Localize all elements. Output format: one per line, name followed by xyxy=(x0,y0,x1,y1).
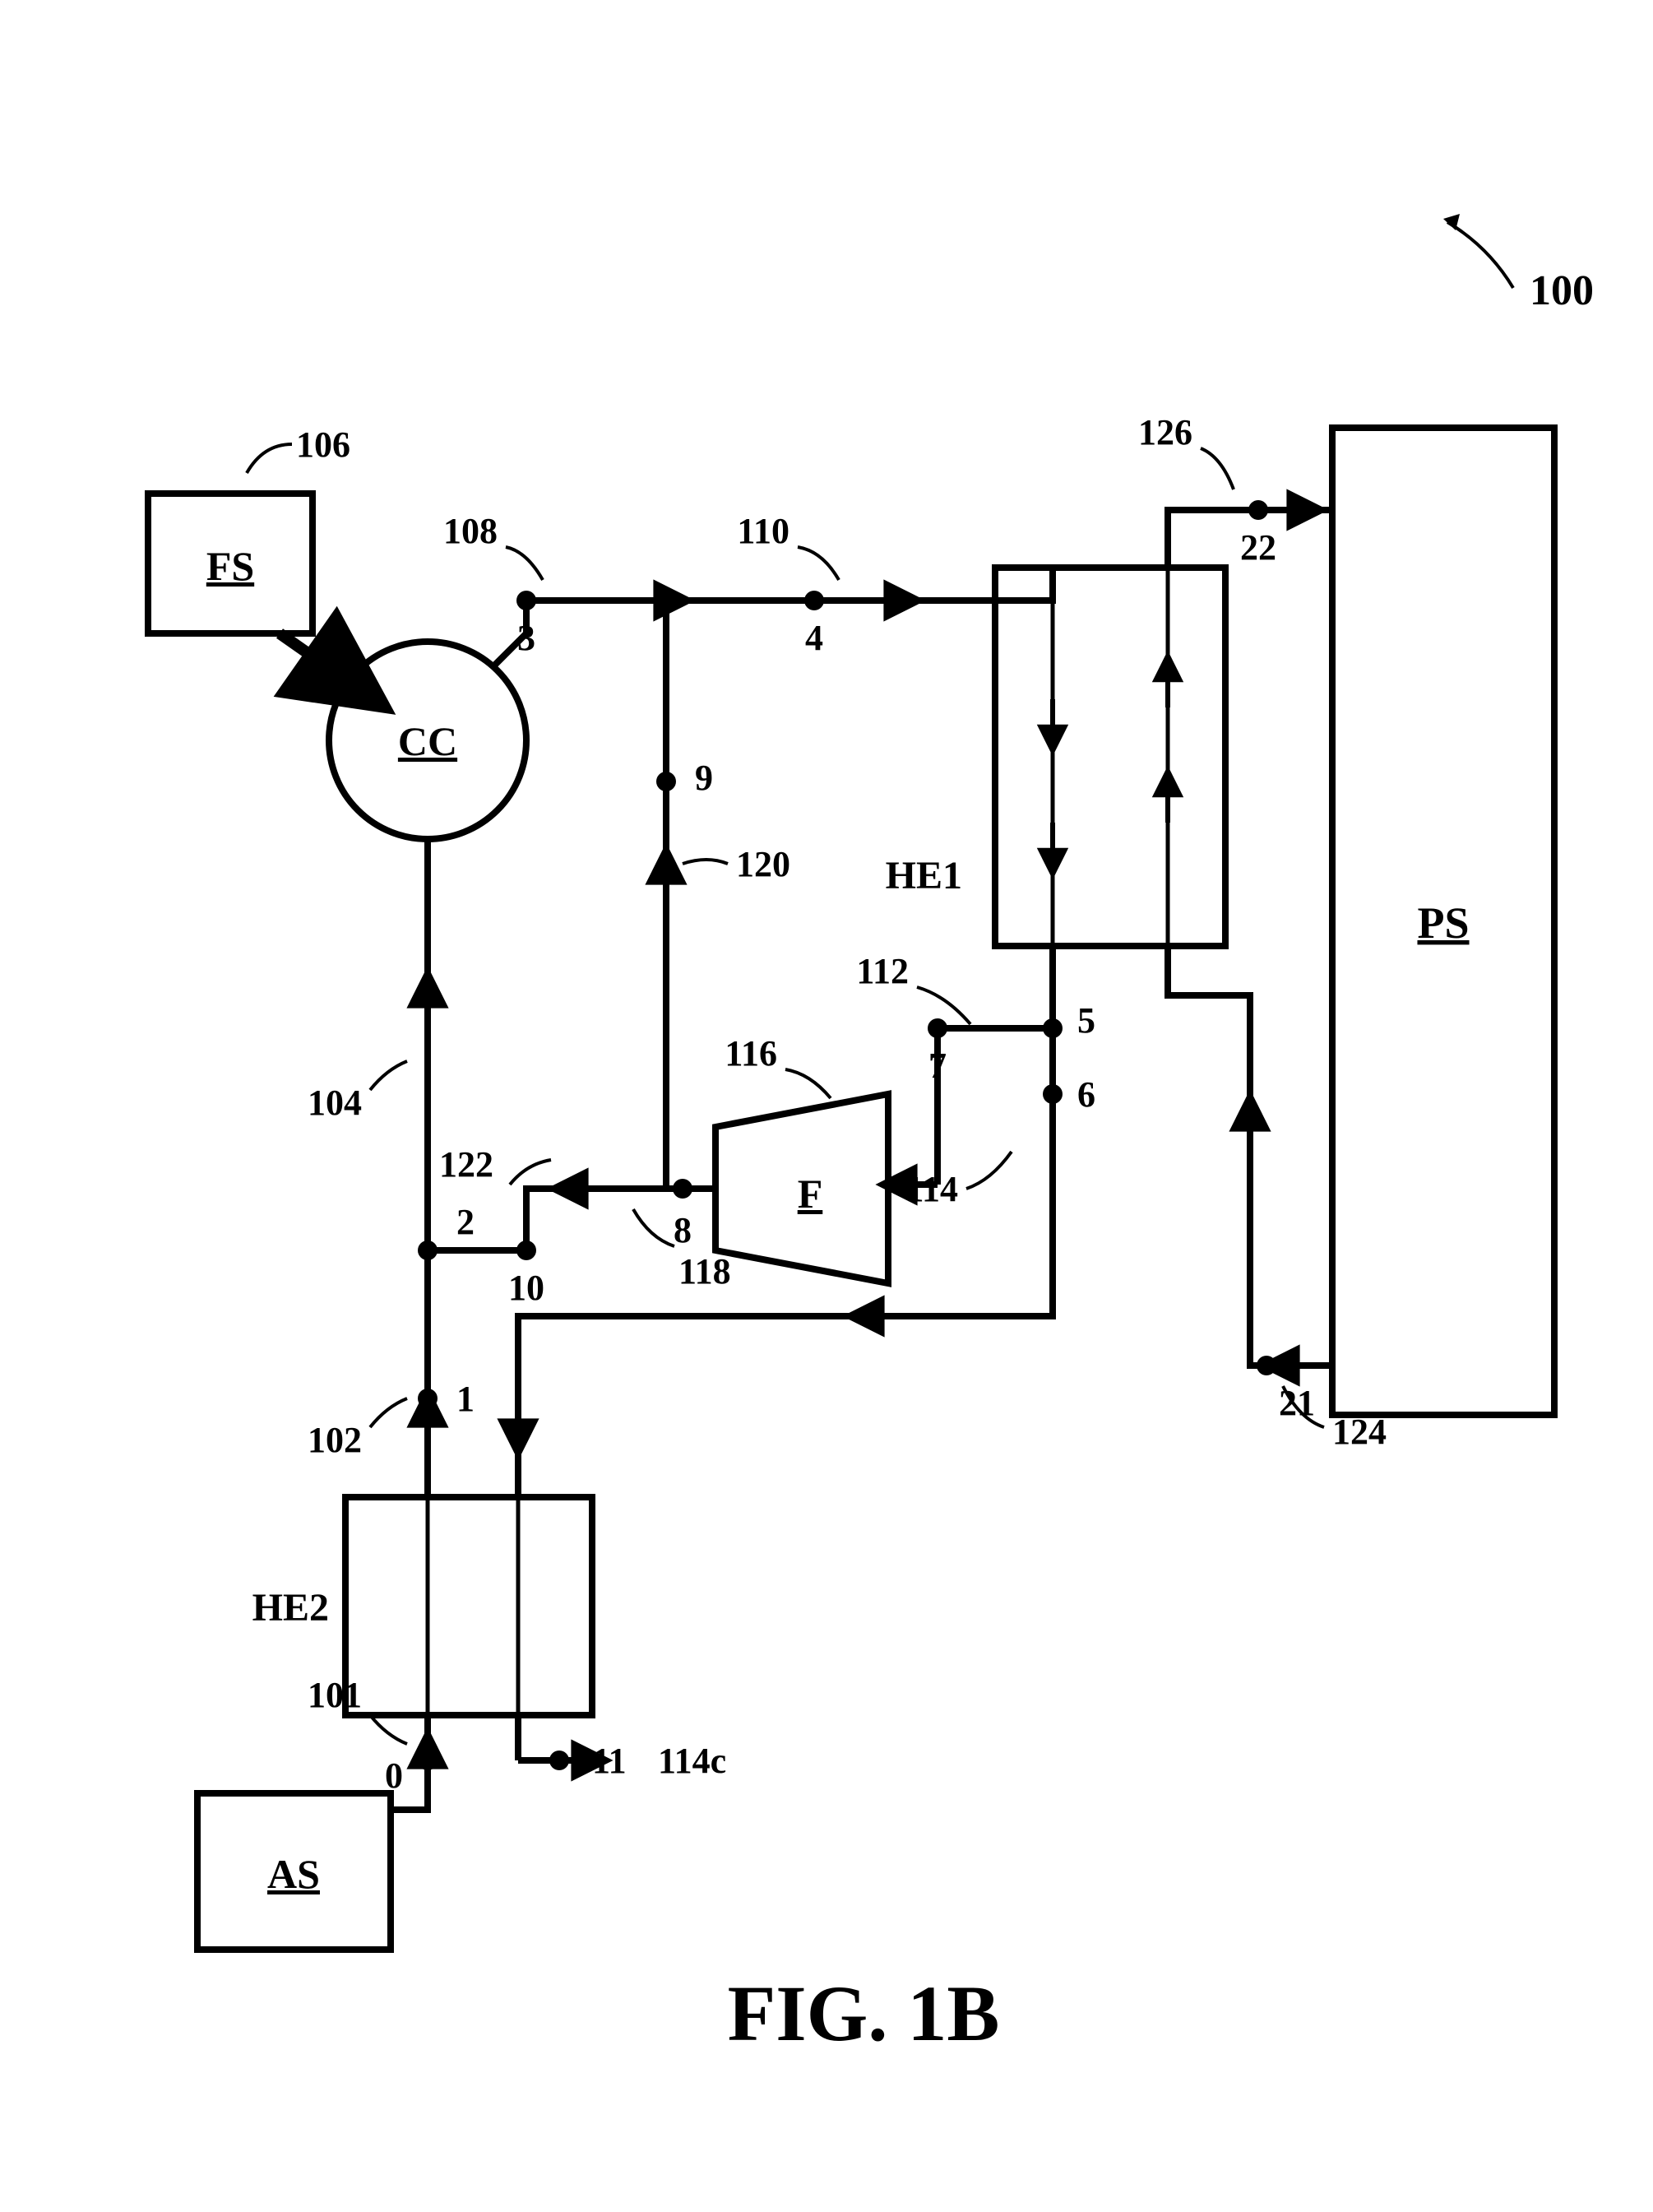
path-cc-to-he1-top xyxy=(493,568,1053,666)
ref-116: 116 xyxy=(725,1033,777,1074)
lbl-11: 11 xyxy=(592,1741,627,1781)
lbl-3: 3 xyxy=(517,618,535,658)
lbl-2: 2 xyxy=(456,1202,475,1242)
node-10 xyxy=(516,1240,536,1260)
lead-101 xyxy=(370,1715,407,1744)
lead-120 xyxy=(683,860,728,864)
branch-10-to-2 xyxy=(428,839,666,1250)
lead-108 xyxy=(506,547,543,580)
node-11 xyxy=(549,1751,569,1770)
node-1 xyxy=(418,1389,438,1408)
ref-110: 110 xyxy=(737,511,789,551)
lead-112 xyxy=(917,987,970,1024)
lbl-0: 0 xyxy=(385,1755,403,1796)
lbl-7: 7 xyxy=(928,1046,947,1086)
ref-100: 100 xyxy=(1530,267,1594,314)
ref-106: 106 xyxy=(296,424,350,465)
node-22 xyxy=(1248,500,1268,520)
diagram-page: FS AS CC HE1 HE2 F PS xyxy=(0,0,1653,2212)
he1-label: HE1 xyxy=(886,854,962,897)
node-5 xyxy=(1043,1018,1063,1038)
node-7 xyxy=(928,1018,947,1038)
fan-label: F xyxy=(798,1171,823,1217)
lbl-9: 9 xyxy=(695,758,713,798)
cc-label: CC xyxy=(398,718,457,764)
lead-106 xyxy=(247,444,292,473)
lead-116 xyxy=(785,1069,831,1098)
ref-122: 122 xyxy=(439,1144,493,1185)
line-21 xyxy=(1168,946,1332,1366)
node-21 xyxy=(1257,1356,1276,1375)
as-label: AS xyxy=(267,1851,320,1897)
lead-100 xyxy=(1447,222,1513,288)
ref-126: 126 xyxy=(1138,412,1192,452)
path-114 xyxy=(518,1094,1053,1497)
ref-108: 108 xyxy=(443,511,498,551)
lead-114 xyxy=(966,1152,1012,1189)
node-3 xyxy=(516,591,536,610)
lbl-5: 5 xyxy=(1077,1000,1095,1041)
he1-block xyxy=(995,568,1225,946)
node-6 xyxy=(1043,1084,1063,1104)
he2-block xyxy=(345,1497,592,1715)
lead-122 xyxy=(510,1160,551,1185)
lbl-1: 1 xyxy=(456,1379,475,1419)
node-0 xyxy=(418,1751,438,1770)
ps-label: PS xyxy=(1417,898,1469,948)
lead-110 xyxy=(798,547,839,580)
ref-120: 120 xyxy=(736,844,790,884)
node-9 xyxy=(656,772,676,791)
ref-124: 124 xyxy=(1332,1412,1387,1452)
lbl-8: 8 xyxy=(674,1210,692,1250)
ref-101: 101 xyxy=(308,1675,362,1715)
fs-to-cc xyxy=(280,633,362,691)
node-4 xyxy=(804,591,824,610)
diagram-svg: FS AS CC HE1 HE2 F PS xyxy=(0,0,1653,2212)
ref-114c: 114c xyxy=(658,1741,726,1781)
lead-126 xyxy=(1201,448,1234,489)
lbl-22: 22 xyxy=(1240,527,1276,568)
lead-104 xyxy=(370,1061,407,1090)
he2-label: HE2 xyxy=(252,1586,329,1630)
ref-114: 114 xyxy=(905,1169,958,1209)
ref-104: 104 xyxy=(308,1083,362,1123)
fs-label: FS xyxy=(206,543,254,589)
lbl-6: 6 xyxy=(1077,1074,1095,1115)
figure-label: FIG. 1B xyxy=(728,1969,1000,2057)
lbl-4: 4 xyxy=(805,618,823,658)
lead-102 xyxy=(370,1398,407,1427)
ref-112: 112 xyxy=(856,951,909,991)
ref-118: 118 xyxy=(678,1251,731,1291)
node-8 xyxy=(673,1179,692,1199)
node-2 xyxy=(418,1240,438,1260)
lead-118 xyxy=(633,1209,674,1246)
lbl-10: 10 xyxy=(508,1268,544,1308)
ref-102: 102 xyxy=(308,1420,362,1460)
